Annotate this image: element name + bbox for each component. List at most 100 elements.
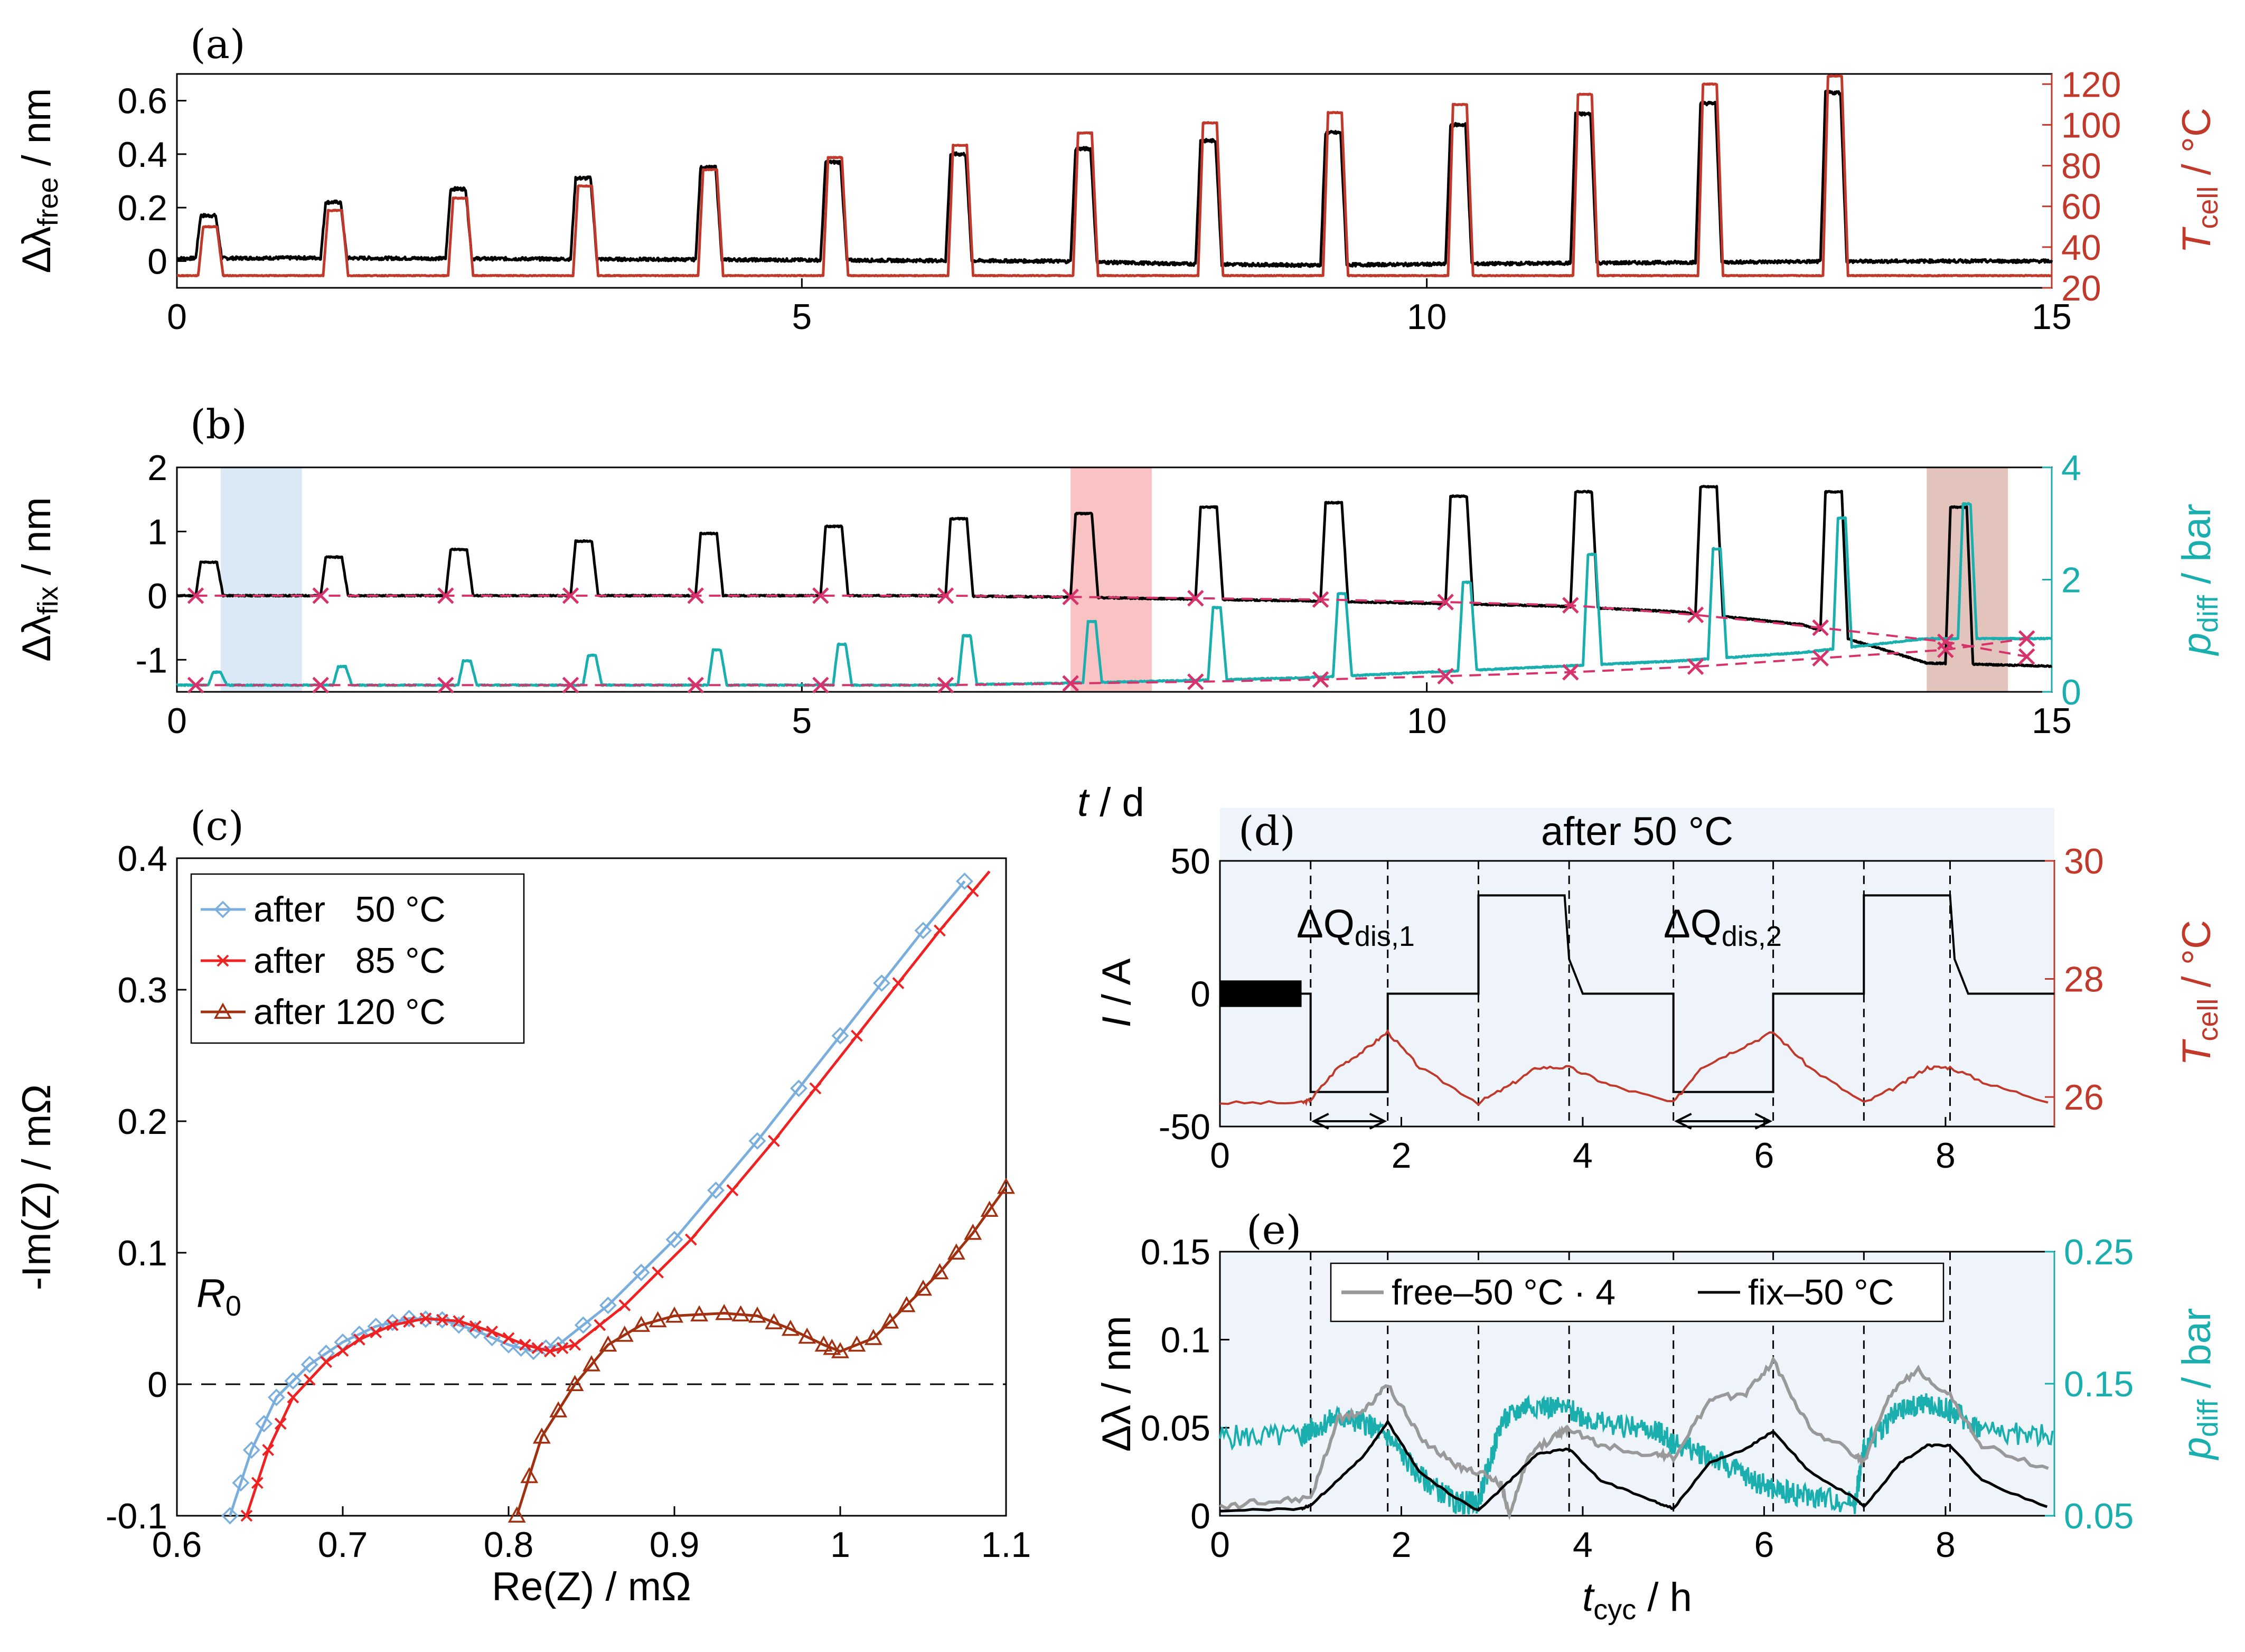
- panel-a-ylabel: Δλfree / nm: [14, 88, 64, 274]
- panel-b-shaded-regions: [220, 467, 2008, 692]
- legend-entry-after-120: after 120 °C: [253, 992, 446, 1032]
- panel-d-dq2-label: ΔQdis,2: [1664, 902, 1782, 952]
- time-axis-label: t / d: [1077, 780, 1144, 825]
- panel-c-ticks: 0.6 0.7 0.8 0.9 1 1.1 -0.1 0 0.1 0.2 0.3 0.4: [106, 839, 1031, 1565]
- nyquist-marker: [632, 1263, 650, 1281]
- y2-tick-label: 120: [2061, 64, 2121, 105]
- y-tick-label: 0.3: [117, 970, 167, 1010]
- nyquist-marker: [240, 1509, 253, 1522]
- y-tick-label: 0: [147, 576, 167, 616]
- panel-d-background: [1220, 808, 2054, 1127]
- dq-arrow-head-left-1: [1311, 1113, 1329, 1130]
- nyquist-marker: [574, 1316, 592, 1334]
- x-tick-label: 5: [792, 297, 812, 337]
- nyquist-marker: [873, 974, 890, 992]
- nyquist-marker: [956, 872, 973, 890]
- panel-label-b: (b): [190, 401, 247, 448]
- p-diff-marker: [687, 677, 704, 694]
- nyquist-marker: [615, 1326, 634, 1342]
- nyquist-marker: [599, 1335, 617, 1352]
- x-tick-label: 15: [2032, 701, 2072, 741]
- p-diff-marker: [312, 677, 329, 694]
- nyquist-marker: [400, 1310, 418, 1327]
- nyquist-marker: [726, 1184, 739, 1197]
- y-tick-label: 0.1: [117, 1233, 167, 1273]
- nyquist-marker: [436, 1313, 448, 1326]
- y2-tick-label: 20: [2061, 268, 2101, 308]
- y2-tick-label: 40: [2061, 228, 2101, 268]
- shaded-region: [1927, 467, 2008, 692]
- x-tick-label: 0.9: [650, 1525, 700, 1565]
- nyquist-marker: [353, 1333, 365, 1346]
- nyquist-marker: [947, 1243, 965, 1260]
- y-tick-label: -1: [136, 640, 167, 680]
- panel-c-legend-marks: [201, 900, 246, 1019]
- nyquist-marker: [765, 1313, 783, 1329]
- nyquist-marker: [632, 1316, 651, 1332]
- panel-e-ylabel: Δλ / nm: [1094, 1316, 1139, 1452]
- dlambda-fix-marker: [1812, 619, 1829, 636]
- panel-a-y2label: Tcell / °C: [2174, 108, 2224, 254]
- p-diff-marker: [187, 677, 204, 694]
- nyquist-marker: [532, 1427, 551, 1444]
- nyquist-marker: [274, 1418, 287, 1430]
- panel-b-lines: [176, 485, 2053, 694]
- p-diff-marker: [2018, 630, 2035, 647]
- y-tick-label: 0.4: [117, 135, 167, 175]
- panel-d-y2label: Tcell / °C: [2174, 920, 2224, 1066]
- p-diff-marker: [562, 677, 579, 694]
- x-tick-label: 0.7: [318, 1525, 368, 1565]
- x-tick-label: 8: [1936, 1135, 1956, 1176]
- nyquist-marker: [652, 1266, 664, 1279]
- dlambda-fix-marker: [562, 587, 579, 604]
- nyquist-marker: [531, 1342, 544, 1354]
- panel-label-d: (d): [1238, 808, 1295, 855]
- nyquist-marker: [599, 1297, 617, 1315]
- panel-label-e: (e): [1246, 1206, 1301, 1253]
- nyquist-marker: [508, 1506, 526, 1523]
- legend-marker-2: [214, 1002, 232, 1019]
- nyquist-marker: [707, 1181, 725, 1199]
- nyquist-marker: [519, 1338, 531, 1351]
- dlambda-fix-marker: [312, 587, 329, 604]
- nyquist-marker: [221, 1507, 239, 1525]
- y-tick-label: 50: [1170, 841, 1210, 881]
- panel-b-y2label: pdiff / bar: [2174, 504, 2224, 656]
- nyquist-marker: [287, 1391, 299, 1404]
- nyquist-marker: [964, 1224, 982, 1240]
- panel-e-legend: free–50 °C · 4 fix–50 °C: [1330, 1262, 1945, 1322]
- nyquist-marker: [931, 1263, 949, 1280]
- nyquist-marker: [486, 1325, 499, 1338]
- p-diff-marker: [937, 677, 954, 694]
- dlambda-fix-marker: [1437, 594, 1454, 611]
- x-tick-label: 6: [1754, 1135, 1774, 1176]
- nyquist-marker: [850, 1029, 863, 1042]
- series-fix-50: [1219, 1419, 2048, 1513]
- p-diff-marker: [1562, 664, 1579, 681]
- panel-c-legend: after 50 °C after 85 °C after 120 °C: [190, 873, 525, 1044]
- nyquist-marker: [897, 1296, 916, 1312]
- nyquist-marker: [966, 885, 979, 897]
- nyquist-marker: [831, 1027, 849, 1045]
- y-tick-label: -0.1: [106, 1496, 167, 1536]
- nyquist-marker: [370, 1326, 382, 1339]
- nyquist-series-0: [229, 880, 966, 1516]
- panel-e-lines: [1219, 1252, 2054, 1520]
- x-tick-label: 1.1: [981, 1525, 1031, 1565]
- nyquist-marker: [790, 1080, 807, 1097]
- nyquist-marker: [566, 1375, 584, 1391]
- nyquist-marker: [544, 1345, 556, 1358]
- nyquist-marker: [665, 1306, 683, 1323]
- panel-a-frame: [176, 73, 2053, 289]
- panel-e: (e) 0 2 4 6 8 0 0.05 0.1 0.15 0.05 0.15 0.25 free–5…: [1094, 1206, 2224, 1626]
- x-tick-label: 2: [1392, 1135, 1412, 1176]
- dq-arrow-head-right-1: [1369, 1113, 1387, 1130]
- nyquist-marker: [520, 1467, 539, 1484]
- x-tick-label: 1: [830, 1525, 850, 1565]
- dq-arrow-head-right-2: [1754, 1113, 1773, 1130]
- nyquist-marker: [809, 1082, 822, 1095]
- p-diff-marker: [1937, 641, 1954, 659]
- nyquist-marker: [417, 1310, 435, 1328]
